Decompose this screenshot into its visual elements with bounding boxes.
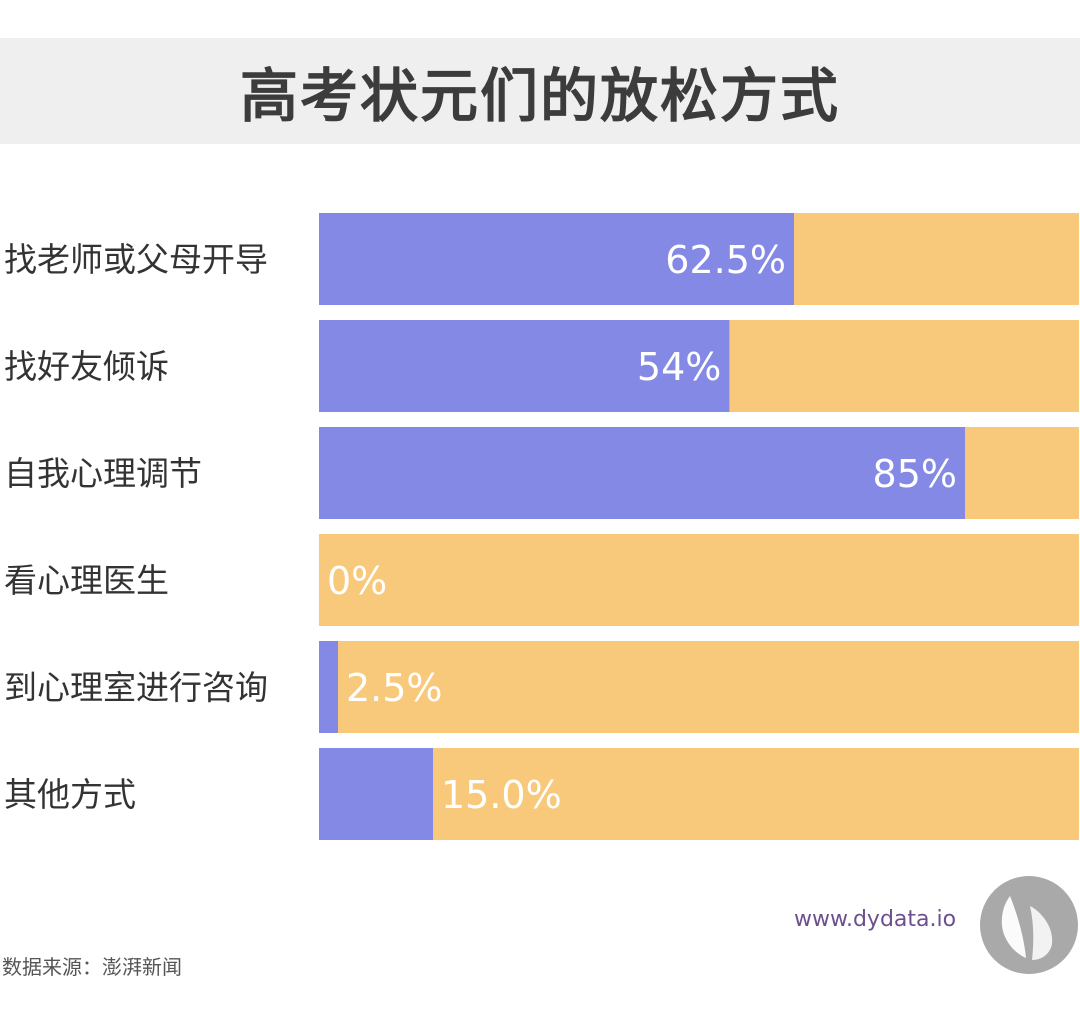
data-source: 数据来源：澎湃新闻 [2,955,182,979]
category-label: 到心理室进行咨询 [4,668,268,707]
value-label: 15.0% [441,773,562,817]
butterfly-logo-icon [980,876,1078,974]
category-label: 看心理医生 [4,561,169,600]
bar-remainder [319,534,1079,626]
bar-value [319,320,730,412]
bar-value [319,213,794,305]
value-label: 0% [327,559,387,603]
category-label: 自我心理调节 [4,454,202,493]
bar-value [319,748,433,840]
bar-value [319,641,338,733]
category-label: 其他方式 [4,775,136,814]
bar-remainder [319,748,1079,840]
value-label: 54% [637,345,721,389]
bar-value [319,427,965,519]
category-label: 找好友倾诉 [4,347,169,386]
chart-title: 高考状元们的放松方式 [239,62,840,130]
website-link[interactable]: www.dydata.io [794,907,957,932]
value-label: 2.5% [346,666,443,710]
value-label: 62.5% [665,238,786,282]
category-label: 找老师或父母开导 [4,240,268,279]
bar-remainder [319,641,1079,733]
title-band: 高考状元们的放松方式 [0,38,1080,144]
value-label: 85% [873,452,957,496]
